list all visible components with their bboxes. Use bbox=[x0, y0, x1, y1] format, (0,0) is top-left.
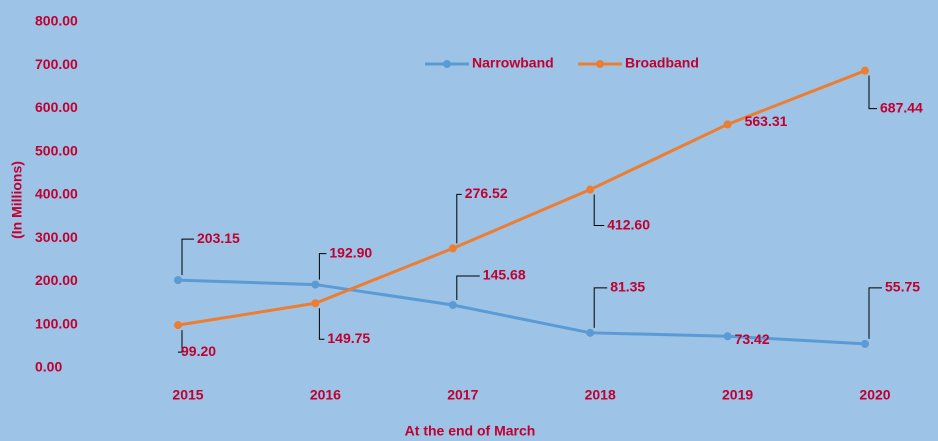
leader-line bbox=[318, 308, 325, 340]
leader-line bbox=[456, 275, 480, 300]
marker bbox=[723, 120, 732, 129]
marker bbox=[311, 280, 320, 289]
y-tick-label: 500.00 bbox=[35, 142, 78, 158]
marker bbox=[586, 185, 595, 194]
x-axis-title: At the end of March bbox=[405, 423, 536, 439]
marker bbox=[861, 339, 869, 348]
legend-marker bbox=[596, 60, 604, 68]
leader-line bbox=[181, 238, 194, 276]
x-tick-label: 2019 bbox=[722, 387, 753, 403]
data-label: 203.15 bbox=[197, 230, 240, 246]
leader-line bbox=[868, 287, 882, 339]
y-tick-label: 800.00 bbox=[35, 13, 78, 29]
marker bbox=[174, 321, 182, 330]
marker bbox=[861, 66, 869, 75]
data-label: 99.20 bbox=[181, 343, 216, 359]
y-tick-label: 400.00 bbox=[35, 186, 78, 202]
y-tick-label: 200.00 bbox=[35, 272, 78, 288]
leader-line bbox=[593, 194, 605, 227]
data-label: 73.42 bbox=[735, 331, 770, 347]
leader-line bbox=[178, 330, 183, 353]
legend-label: Narrowband bbox=[472, 55, 554, 71]
x-tick-label: 2018 bbox=[585, 387, 616, 403]
x-tick-label: 2020 bbox=[859, 387, 890, 403]
leader-line bbox=[593, 287, 608, 328]
x-tick-label: 2016 bbox=[310, 387, 341, 403]
marker bbox=[448, 300, 457, 309]
y-tick-label: 0.00 bbox=[35, 359, 62, 375]
data-label: 149.75 bbox=[327, 330, 370, 346]
marker bbox=[586, 328, 595, 337]
marker bbox=[174, 276, 182, 285]
data-label: 55.75 bbox=[885, 279, 920, 295]
data-label: 687.44 bbox=[880, 99, 923, 115]
data-label: 563.31 bbox=[745, 113, 788, 129]
data-label: 412.60 bbox=[607, 216, 650, 232]
legend-marker bbox=[443, 60, 451, 68]
x-tick-label: 2017 bbox=[447, 387, 478, 403]
x-tick-label: 2015 bbox=[172, 387, 203, 403]
y-axis-title: (In Millions) bbox=[9, 161, 25, 239]
legend-label: Broadband bbox=[625, 55, 699, 71]
line bbox=[177, 278, 866, 346]
marker bbox=[311, 299, 320, 308]
marker bbox=[448, 244, 457, 253]
line bbox=[177, 69, 866, 327]
marker bbox=[723, 332, 732, 341]
leader-line bbox=[868, 75, 877, 110]
leader-line bbox=[456, 193, 462, 244]
y-tick-label: 700.00 bbox=[35, 56, 78, 72]
data-label: 276.52 bbox=[465, 185, 508, 201]
data-label: 192.90 bbox=[329, 244, 372, 260]
y-tick-label: 300.00 bbox=[35, 229, 78, 245]
data-label: 145.68 bbox=[483, 267, 526, 283]
leader-line bbox=[318, 253, 327, 280]
y-tick-label: 600.00 bbox=[35, 99, 78, 115]
y-tick-label: 100.00 bbox=[35, 315, 78, 331]
data-label: 81.35 bbox=[610, 279, 645, 295]
